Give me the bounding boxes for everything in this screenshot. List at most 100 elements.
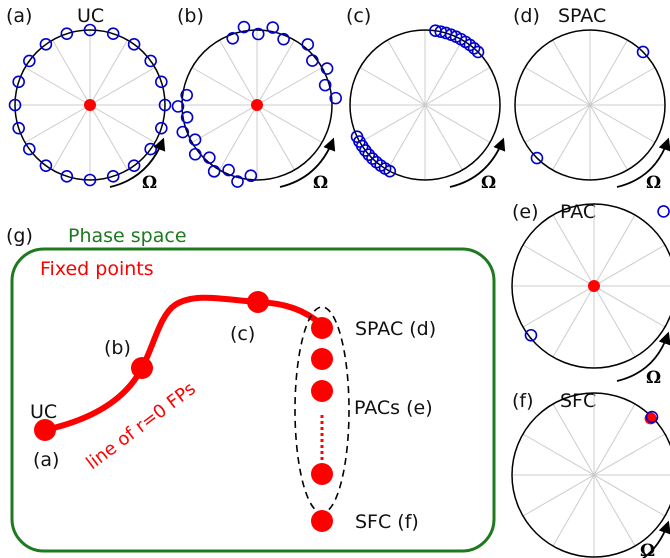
phase-circle-f bbox=[511, 392, 670, 558]
label-uc: UC bbox=[30, 401, 57, 423]
panel-f-letter: (f) bbox=[512, 390, 534, 412]
phase-space-frame bbox=[10, 247, 496, 553]
grid-spoke bbox=[522, 433, 666, 517]
order-parameter-center bbox=[588, 280, 600, 292]
oscillator-marker bbox=[467, 42, 481, 55]
panel-b: (b) Ω bbox=[171, 5, 342, 193]
panel-d-title: SPAC bbox=[558, 5, 606, 27]
oscillator-marker bbox=[657, 205, 670, 218]
rotation-arrow-c bbox=[449, 137, 506, 188]
oscillator-marker bbox=[188, 133, 202, 147]
oscillator-marker bbox=[429, 24, 442, 38]
phase-circle-b bbox=[171, 20, 342, 188]
oscillator-marker bbox=[222, 163, 235, 177]
fixed-point-uc bbox=[34, 419, 56, 441]
r0-line-label: line of r=0 FPs bbox=[82, 378, 199, 474]
omega-label-c: Ω bbox=[481, 173, 496, 193]
oscillator-marker bbox=[188, 147, 202, 161]
oscillator-marker bbox=[8, 98, 22, 112]
panel-c: (c) Ω bbox=[346, 5, 506, 193]
grid-spoke bbox=[524, 67, 656, 143]
oscillator-marker bbox=[359, 144, 372, 157]
oscillator-marker bbox=[226, 31, 240, 45]
oscillator-marker bbox=[366, 152, 379, 165]
oscillator-marker bbox=[318, 78, 332, 92]
rotation-arrow-d bbox=[616, 137, 670, 188]
fixed-points-title: Fixed points bbox=[40, 258, 154, 280]
omega-label-b: Ω bbox=[313, 173, 328, 193]
oscillator-marker bbox=[471, 45, 485, 59]
panel-a: (a) UC Ω bbox=[6, 5, 172, 193]
oscillator-marker bbox=[60, 170, 74, 183]
oscillator-marker bbox=[171, 100, 185, 113]
panel-b-letter: (b) bbox=[177, 5, 204, 27]
rotation-arrow-e bbox=[616, 331, 670, 382]
oscillator-marker bbox=[203, 151, 216, 164]
order-parameter-center bbox=[251, 99, 263, 111]
panel-c-letter: (c) bbox=[346, 5, 371, 27]
oscillator-marker bbox=[60, 27, 74, 40]
oscillator-marker bbox=[266, 21, 280, 34]
unit-circle bbox=[349, 29, 501, 181]
label-sfc: SFC (f) bbox=[355, 511, 419, 533]
oscillator-marker bbox=[231, 175, 244, 188]
panel-g: (g) Phase space Fixed points line of r=0… bbox=[6, 225, 496, 553]
oscillator-marker bbox=[180, 88, 193, 102]
r0-fixed-point-line bbox=[42, 294, 325, 433]
oscillator-marker bbox=[301, 38, 315, 51]
oscillator-marker bbox=[362, 148, 376, 161]
oscillator-marker bbox=[39, 38, 53, 51]
oscillator-marker bbox=[180, 111, 194, 124]
oscillator-marker bbox=[383, 164, 397, 178]
rotation-arrow-b bbox=[279, 137, 336, 188]
oscillator-marker bbox=[155, 75, 168, 89]
phase-circle-d bbox=[514, 29, 666, 181]
rotation-arrow-a bbox=[109, 137, 166, 188]
oscillator-marker bbox=[106, 27, 120, 40]
oscillator-marker bbox=[329, 91, 342, 105]
panel-e-title: PAC bbox=[560, 201, 596, 223]
label-c: (c) bbox=[230, 323, 255, 345]
omega-label-f: Ω bbox=[640, 541, 655, 558]
oscillator-marker bbox=[434, 25, 448, 38]
oscillator-marker bbox=[244, 169, 258, 183]
oscillator-marker bbox=[106, 170, 120, 183]
panel-d: (d) SPAC Ω bbox=[513, 5, 670, 193]
fixed-point-spac bbox=[311, 317, 333, 339]
phase-space-title: Phase space bbox=[68, 225, 187, 247]
fixed-point-b bbox=[131, 357, 153, 379]
fixed-point-pac-1 bbox=[311, 348, 333, 370]
omega-label-a: Ω bbox=[142, 173, 157, 193]
label-b: (b) bbox=[104, 337, 131, 359]
oscillator-marker bbox=[524, 328, 538, 342]
oscillator-marker bbox=[530, 151, 544, 165]
oscillator-marker bbox=[83, 23, 97, 37]
order-parameter-center bbox=[84, 99, 96, 111]
oscillator-marker bbox=[23, 54, 36, 68]
oscillator-marker bbox=[12, 121, 25, 135]
oscillator-marker bbox=[23, 142, 36, 156]
fixed-point-pac-n bbox=[311, 463, 333, 485]
unit-circle bbox=[514, 29, 666, 181]
panel-g-letter: (g) bbox=[6, 225, 33, 247]
oscillator-marker bbox=[39, 159, 53, 172]
rotation-arrow-f bbox=[641, 520, 670, 558]
panel-f-title: SFC bbox=[560, 390, 596, 412]
label-a: (a) bbox=[33, 449, 59, 471]
oscillator-marker bbox=[277, 32, 290, 46]
oscillator-marker bbox=[127, 38, 141, 51]
panel-f: (f) SFC Ω bbox=[511, 390, 670, 558]
grid-spoke bbox=[359, 67, 491, 143]
oscillator-marker bbox=[645, 410, 659, 424]
label-spac: SPAC (d) bbox=[355, 318, 436, 340]
oscillator-marker bbox=[207, 165, 221, 178]
omega-label-d: Ω bbox=[646, 173, 661, 193]
unit-circle bbox=[511, 392, 670, 558]
oscillator-marker bbox=[155, 121, 168, 135]
omega-label-e: Ω bbox=[646, 368, 661, 388]
oscillator-marker bbox=[12, 75, 25, 89]
oscillator-marker bbox=[251, 27, 265, 41]
unit-circle bbox=[14, 29, 166, 181]
panel-a-letter: (a) bbox=[6, 5, 32, 27]
